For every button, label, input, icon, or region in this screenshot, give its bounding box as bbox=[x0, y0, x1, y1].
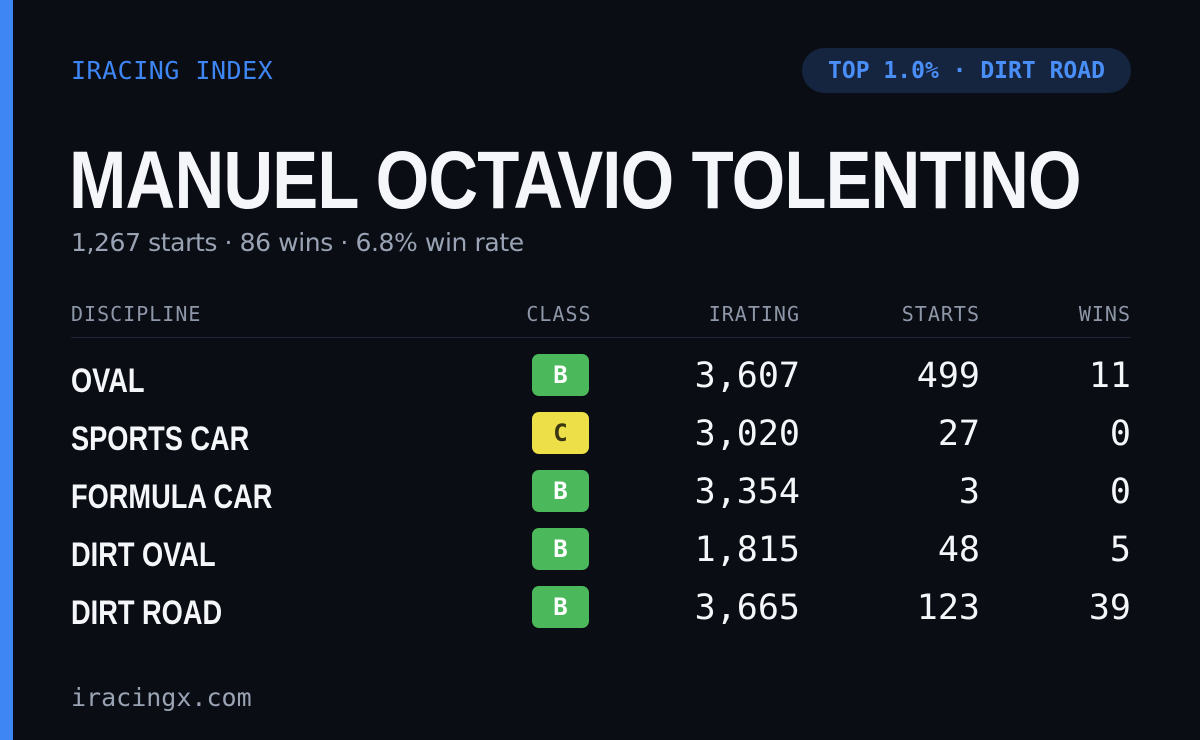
starts-value: 27 bbox=[937, 414, 980, 454]
wins-value: 5 bbox=[1109, 530, 1131, 570]
header-discipline: DISCIPLINE bbox=[71, 302, 202, 326]
class-badge: B bbox=[532, 354, 589, 396]
starts-value: 48 bbox=[937, 530, 980, 570]
wins-value: 0 bbox=[1109, 414, 1131, 454]
header-irating: IRATING bbox=[708, 302, 800, 326]
discipline-name: FORMULA CAR bbox=[71, 478, 273, 516]
brand-title: IRACING INDEX bbox=[71, 56, 274, 85]
site-url[interactable]: iracingx.com bbox=[71, 683, 252, 712]
driver-name: MANUEL OCTAVIO TOLENTINO bbox=[69, 135, 1082, 226]
table-header: DISCIPLINE CLASS IRATING STARTS WINS bbox=[71, 300, 1131, 338]
header-starts: STARTS bbox=[901, 302, 980, 326]
header-wins: WINS bbox=[1078, 302, 1131, 326]
irating-value: 3,665 bbox=[694, 588, 800, 628]
irating-value: 1,815 bbox=[694, 530, 800, 570]
rank-badge: TOP 1.0% · DIRT ROAD bbox=[802, 48, 1131, 93]
class-badge: B bbox=[532, 470, 589, 512]
starts-value: 3 bbox=[958, 472, 980, 512]
table-row: FORMULA CAR B 3,354 3 0 bbox=[71, 466, 1131, 524]
class-badge: B bbox=[532, 528, 589, 570]
table-row: OVAL B 3,607 499 11 bbox=[71, 350, 1131, 408]
discipline-name: DIRT OVAL bbox=[71, 536, 216, 574]
wins-value: 39 bbox=[1088, 588, 1131, 628]
wins-value: 0 bbox=[1109, 472, 1131, 512]
table-row: DIRT ROAD B 3,665 123 39 bbox=[71, 582, 1131, 640]
table-row: SPORTS CAR C 3,020 27 0 bbox=[71, 408, 1131, 466]
wins-value: 11 bbox=[1088, 356, 1131, 396]
starts-value: 499 bbox=[916, 356, 980, 396]
class-badge: C bbox=[532, 412, 589, 454]
irating-value: 3,020 bbox=[694, 414, 800, 454]
discipline-table: OVAL B 3,607 499 11 SPORTS CAR C 3,020 2… bbox=[71, 350, 1131, 640]
discipline-name: SPORTS CAR bbox=[71, 420, 250, 458]
class-badge: B bbox=[532, 586, 589, 628]
discipline-name: OVAL bbox=[71, 362, 145, 400]
discipline-name: DIRT ROAD bbox=[71, 594, 223, 632]
irating-value: 3,354 bbox=[694, 472, 800, 512]
accent-bar bbox=[0, 0, 13, 740]
irating-value: 3,607 bbox=[694, 356, 800, 396]
header-class: CLASS bbox=[526, 302, 592, 326]
table-row: DIRT OVAL B 1,815 48 5 bbox=[71, 524, 1131, 582]
starts-value: 123 bbox=[916, 588, 980, 628]
driver-summary: 1,267 starts · 86 wins · 6.8% win rate bbox=[71, 228, 524, 257]
